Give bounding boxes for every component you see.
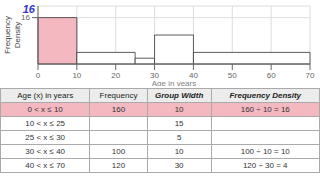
html-text:30 < x ≤ 40: 30 < x ≤ 40	[25, 147, 65, 156]
html-text:10: 10	[174, 147, 184, 156]
svg-text:16: 16	[22, 2, 35, 15]
html-text:15: 15	[174, 119, 184, 128]
svg-text:60: 60	[267, 71, 276, 80]
svg-text:0: 0	[36, 71, 41, 80]
svg-text:Age in years: Age in years	[152, 79, 196, 86]
svg-text:FrequencyDensity: FrequencyDensity	[3, 16, 21, 54]
html-text:160 ÷ 10 = 16: 160 ÷ 10 = 16	[240, 105, 290, 114]
html-text:100 ÷ 10 = 10: 100 ÷ 10 = 10	[240, 147, 290, 156]
html-text:40 < x ≤ 70: 40 < x ≤ 70	[25, 161, 65, 170]
svg-text:16: 16	[21, 13, 30, 22]
html-text:5: 5	[176, 133, 182, 142]
html-text:25 < x ≤ 30: 25 < x ≤ 30	[25, 133, 65, 142]
html-text:120 ÷ 30 = 4: 120 ÷ 30 = 4	[242, 161, 288, 170]
svg-text:50: 50	[228, 71, 237, 80]
html-text:0 < x ≤ 10: 0 < x ≤ 10	[27, 105, 63, 114]
html-text:30: 30	[174, 161, 184, 170]
html-text:10 < x ≤ 25: 10 < x ≤ 25	[25, 119, 65, 128]
html-text:160: 160	[111, 105, 126, 114]
svg-text:30: 30	[150, 70, 159, 80]
svg-text:40: 40	[189, 70, 198, 80]
html-text:Frequency: Frequency	[99, 91, 138, 100]
html-text:120: 120	[111, 161, 126, 170]
html-text:Age (x) in years: Age (x) in years	[17, 91, 74, 100]
svg-text:10: 10	[72, 71, 81, 80]
html-text:Frequency Density: Frequency Density	[229, 91, 301, 100]
html-text:10: 10	[174, 105, 184, 114]
html-text:Group Width: Group Width	[154, 91, 204, 100]
html-text:100: 100	[111, 147, 126, 156]
svg-text:20: 20	[111, 71, 120, 80]
svg-text:70: 70	[306, 71, 315, 80]
